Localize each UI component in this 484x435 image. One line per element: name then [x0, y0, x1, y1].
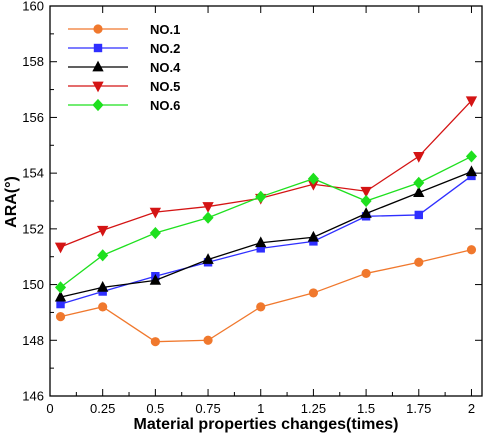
- series-line: [60, 171, 472, 298]
- data-point: [54, 281, 67, 294]
- legend-marker: [92, 98, 104, 112]
- data-point: [465, 150, 478, 163]
- x-tick-label: 0: [46, 401, 53, 416]
- x-axis-label: Material properties changes(times): [134, 416, 399, 433]
- legend-item: NO.6: [68, 98, 180, 113]
- y-tick-label: 146: [22, 389, 44, 404]
- data-point: [466, 245, 477, 255]
- data-point: [54, 290, 67, 302]
- series-no-6: [54, 150, 478, 294]
- series-no-2: [56, 171, 476, 309]
- data-point: [308, 288, 319, 298]
- series-layer: [54, 96, 478, 347]
- data-point: [414, 257, 424, 267]
- y-tick-label: 158: [22, 54, 44, 69]
- x-tick-label: 1.25: [301, 401, 326, 416]
- data-point: [413, 152, 425, 163]
- data-point: [361, 268, 371, 279]
- y-tick-label: 160: [22, 0, 44, 14]
- data-point: [255, 236, 267, 248]
- x-tick-label: 1.5: [357, 401, 375, 416]
- x-tick-label: 1.75: [406, 401, 431, 416]
- data-point: [414, 210, 423, 220]
- x-tick-label: 0.75: [195, 401, 220, 416]
- data-point: [149, 207, 162, 219]
- series-line: [60, 100, 472, 248]
- data-point: [97, 280, 109, 292]
- legend-item: NO.1: [68, 22, 180, 37]
- legend-marker: [92, 60, 104, 72]
- legend-item: NO.2: [68, 41, 180, 56]
- y-tick-label: 150: [22, 277, 44, 292]
- data-point: [360, 186, 372, 198]
- data-point: [97, 225, 109, 237]
- legend-label: NO.2: [150, 41, 180, 56]
- data-point: [97, 249, 109, 262]
- legend-label: NO.1: [150, 22, 180, 37]
- data-point: [307, 230, 320, 242]
- data-point: [307, 172, 319, 185]
- legend-item: NO.4: [68, 60, 181, 75]
- legend-label: NO.6: [150, 98, 180, 113]
- data-point: [413, 176, 425, 189]
- data-point: [149, 226, 161, 240]
- data-point: [203, 335, 213, 345]
- data-point: [360, 194, 372, 208]
- x-tick-label: 0.25: [90, 401, 115, 416]
- data-point: [256, 302, 266, 312]
- legend-label: NO.5: [150, 79, 180, 94]
- data-point: [55, 312, 66, 322]
- data-point: [465, 96, 478, 108]
- data-point: [360, 207, 372, 218]
- series-no-5: [54, 96, 478, 254]
- series-no-1: [55, 245, 477, 347]
- data-point: [202, 202, 214, 213]
- legend-marker: [93, 43, 103, 53]
- data-point: [202, 211, 214, 224]
- data-point: [202, 253, 214, 264]
- data-point: [150, 337, 160, 347]
- x-tick-label: 2: [468, 401, 475, 416]
- plot-frame: [49, 5, 483, 397]
- y-tick-label: 156: [22, 110, 44, 125]
- y-tick-label: 148: [22, 333, 44, 348]
- data-point: [149, 274, 162, 285]
- series-no-4: [54, 165, 478, 302]
- y-axis-label: ARA(°): [3, 176, 20, 228]
- legend-marker: [93, 24, 103, 34]
- legend-label: NO.4: [150, 60, 181, 75]
- series-line: [60, 249, 472, 343]
- data-point: [255, 190, 267, 203]
- data-point: [413, 186, 425, 198]
- legend: NO.1 NO.2 NO.4 NO.5 NO.6: [68, 22, 181, 113]
- data-point: [98, 302, 108, 312]
- data-point: [465, 165, 478, 177]
- series-line: [60, 155, 472, 288]
- y-tick-label: 154: [22, 166, 44, 181]
- legend-item: NO.5: [68, 79, 180, 94]
- x-tick-label: 1: [257, 401, 264, 416]
- legend-marker: [92, 81, 104, 93]
- axes: 0 0.25 0.5 0.75 1 1.25 1.5 1.75 2 146 148 150 152 154…: [22, 0, 483, 416]
- y-tick-label: 152: [22, 221, 44, 236]
- data-point: [54, 242, 67, 254]
- x-tick-label: 0.5: [146, 401, 164, 416]
